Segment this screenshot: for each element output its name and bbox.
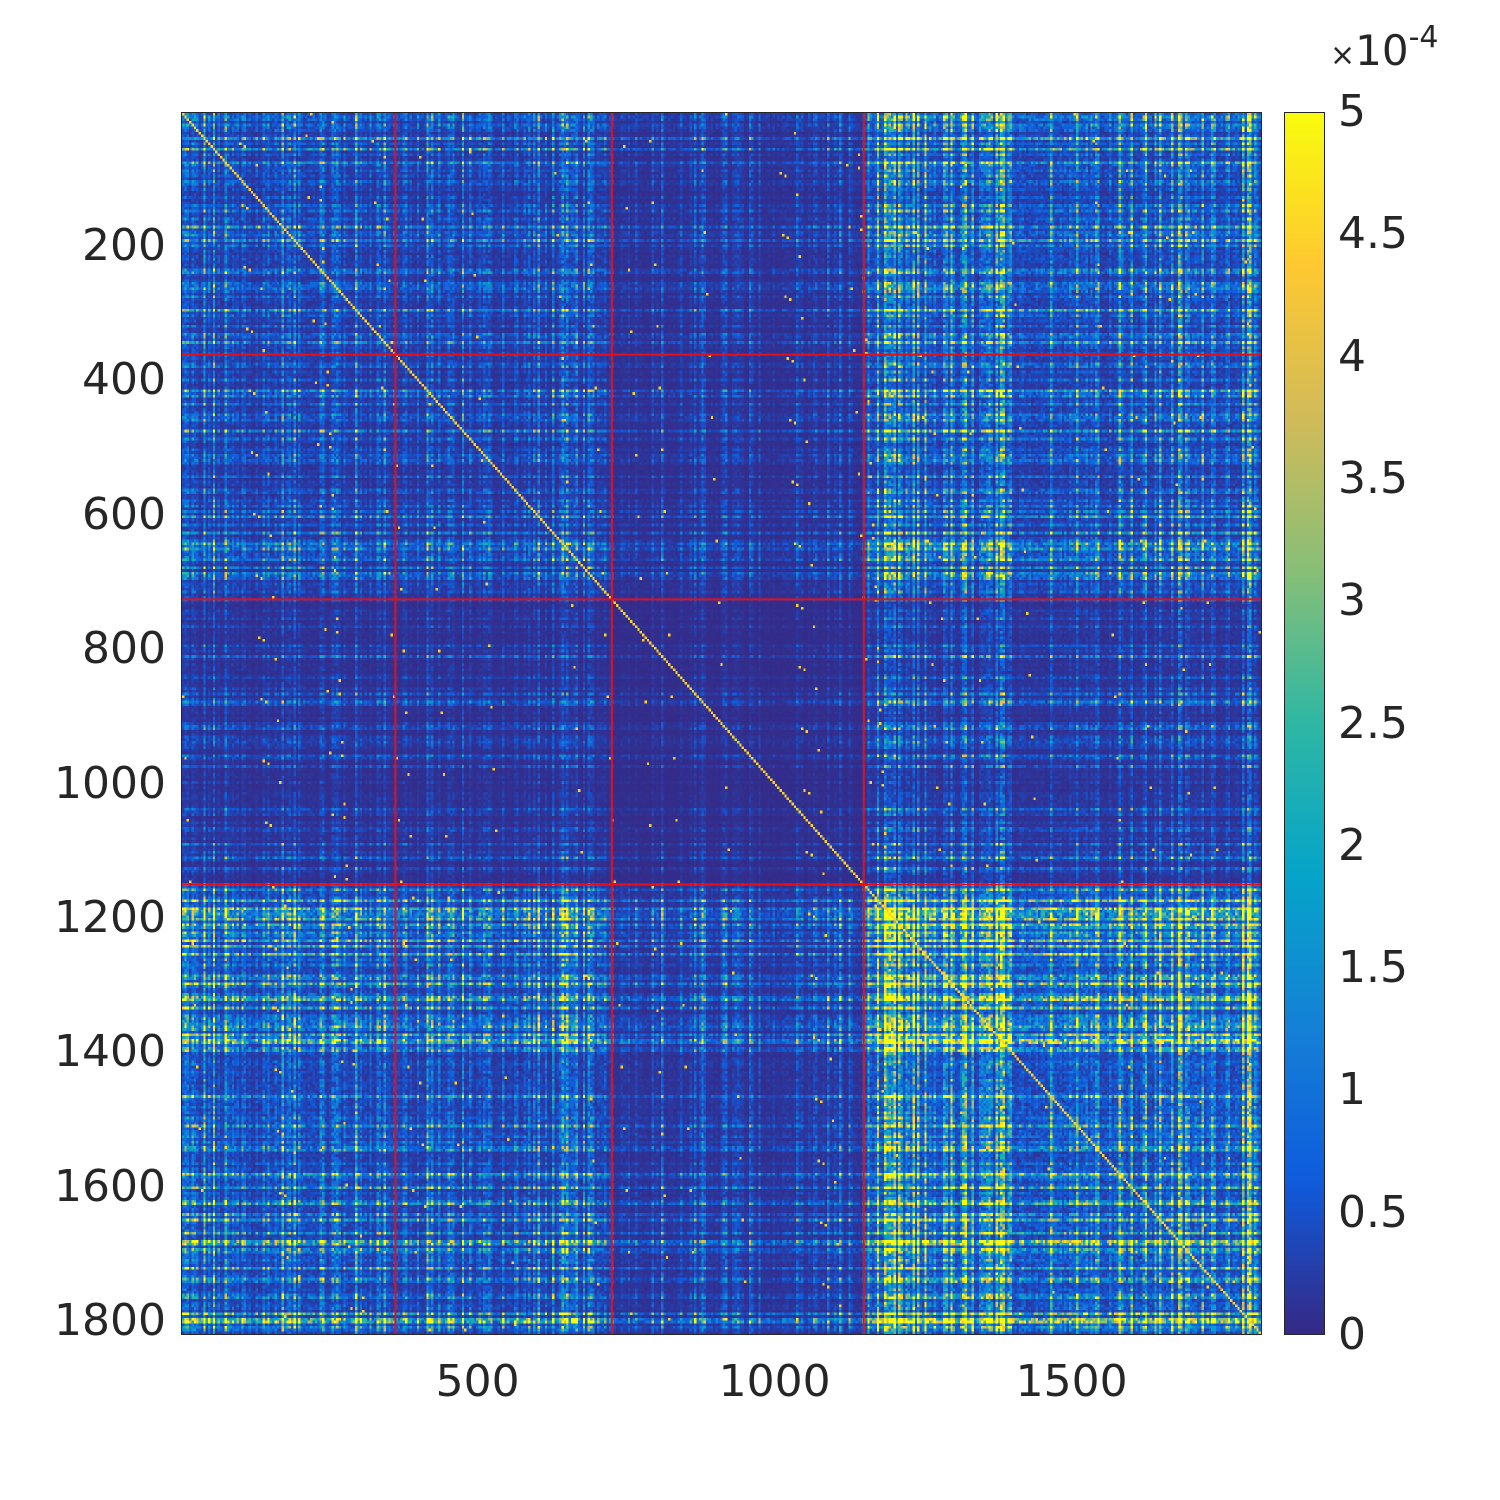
colorbar-tick-label: 1: [1338, 1064, 1366, 1116]
times-symbol: ×: [1330, 38, 1356, 73]
heatmap-plot-area: [181, 112, 1262, 1335]
x-tick-label: 500: [435, 1356, 520, 1407]
colorbar-tick-label: 5: [1338, 86, 1366, 137]
colorbar: [1284, 112, 1325, 1335]
y-tick-label: 200: [82, 220, 166, 272]
colorbar-tick-label: 0.5: [1338, 1186, 1408, 1238]
colorbar-tick-label: 3.5: [1338, 452, 1408, 504]
x-tick-label: 1500: [1015, 1356, 1128, 1407]
colorbar-tick-label: 4.5: [1338, 208, 1408, 260]
y-tick-label: 1400: [54, 1026, 166, 1078]
colorbar-tick-label: 4: [1338, 330, 1366, 382]
x-tick-label: 1000: [718, 1356, 831, 1407]
block-boundary-lines: [182, 113, 1261, 1334]
colorbar-tick-label: 3: [1338, 575, 1366, 627]
y-tick-label: 1600: [54, 1160, 166, 1212]
y-tick-label: 400: [82, 354, 166, 406]
y-tick-label: 600: [82, 488, 166, 540]
multiplier-base: 10: [1355, 26, 1409, 75]
colorbar-multiplier: ×10-4: [1330, 23, 1439, 73]
colorbar-tick-label: 0: [1338, 1309, 1366, 1360]
y-tick-label: 1000: [54, 757, 166, 809]
colorbar-tick-label: 1.5: [1338, 942, 1408, 994]
multiplier-exponent: -4: [1408, 20, 1439, 55]
colorbar-tick-label: 2: [1338, 819, 1366, 871]
y-tick-label: 1200: [54, 892, 166, 944]
y-tick-label: 1800: [54, 1295, 166, 1347]
heatmap-image: [182, 113, 1261, 1334]
colorbar-tick-label: 2.5: [1338, 697, 1408, 749]
y-tick-label: 800: [82, 623, 166, 675]
